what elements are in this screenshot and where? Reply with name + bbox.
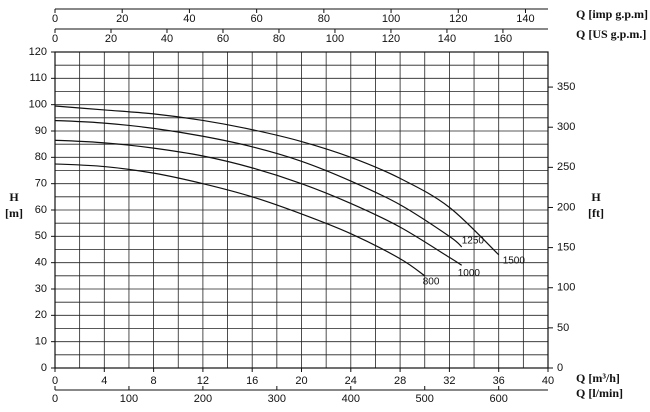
- y-tick-label: 100: [29, 99, 47, 111]
- extra-x-tick-label: 40: [161, 33, 173, 45]
- y2-tick-label: 300: [557, 121, 575, 133]
- x-tick-label: 8: [151, 375, 157, 387]
- extra-x-tick-label: 100: [382, 13, 400, 25]
- x-tick-label: 4: [101, 375, 107, 387]
- y2-tick-label: 200: [557, 201, 575, 213]
- curve-label: 1500: [503, 255, 526, 266]
- extra-x-axis-label: Q [US g.p.m.]: [576, 27, 646, 41]
- y2-tick-label: 0: [557, 362, 563, 374]
- extra-x-tick-label: 120: [449, 13, 467, 25]
- extra-x-tick-label: 400: [342, 393, 360, 405]
- extra-x-tick-label: 60: [217, 33, 229, 45]
- y-axis-label: H: [9, 190, 19, 204]
- y-axis-label: [m]: [5, 206, 23, 220]
- extra-x-tick-label: 160: [494, 33, 512, 45]
- extra-x-tick-label: 140: [516, 13, 534, 25]
- y2-tick-label: 100: [557, 282, 575, 294]
- pump-curve: [54, 163, 426, 277]
- extra-x-tick-label: 600: [489, 393, 507, 405]
- y-tick-label: 20: [35, 309, 47, 321]
- x-tick-label: 12: [197, 375, 209, 387]
- extra-x-tick-label: 0: [52, 393, 58, 405]
- curve-label: 1250: [462, 236, 485, 247]
- x-tick-label: 0: [52, 375, 58, 387]
- extra-x-tick-label: 100: [326, 33, 344, 45]
- extra-x-tick-label: 300: [268, 393, 286, 405]
- y-tick-label: 110: [29, 72, 47, 84]
- y-tick-label: 40: [35, 257, 47, 269]
- y-tick-label: 60: [35, 204, 47, 216]
- extra-x-tick-label: 40: [183, 13, 195, 25]
- extra-x-tick-label: 60: [251, 13, 263, 25]
- x-tick-label: 24: [345, 375, 357, 387]
- pump-curve: [54, 105, 500, 256]
- y-tick-label: 120: [29, 46, 47, 58]
- extra-x-tick-label: 100: [120, 393, 138, 405]
- curve-label: 1000: [458, 268, 481, 279]
- extra-x-axis-label: Q [imp g.p.m]: [576, 7, 648, 21]
- extra-x-tick-label: 140: [438, 33, 456, 45]
- extra-x-tick-label: 80: [318, 13, 330, 25]
- extra-x-tick-label: 200: [194, 393, 212, 405]
- y-tick-label: 10: [35, 336, 47, 348]
- x-tick-label: 36: [493, 375, 505, 387]
- extra-x-tick-label: 0: [52, 33, 58, 45]
- extra-x-tick-label: 0: [52, 13, 58, 25]
- curve-label: 800: [423, 276, 440, 287]
- x-tick-label: 32: [443, 375, 455, 387]
- y2-tick-label: 150: [557, 242, 575, 254]
- y-tick-label: 50: [35, 230, 47, 242]
- extra-x-tick-label: 20: [116, 13, 128, 25]
- x-tick-label: 20: [295, 375, 307, 387]
- x-tick-label: 16: [246, 375, 258, 387]
- x-tick-label: 28: [394, 375, 406, 387]
- y2-tick-label: 350: [557, 81, 575, 93]
- y2-tick-label: 250: [557, 161, 575, 173]
- extra-x-tick-label: 80: [273, 33, 285, 45]
- pump-curve: [54, 139, 463, 266]
- extra-x-axis-label: Q [l/min]: [576, 386, 623, 400]
- y-tick-label: 30: [35, 283, 47, 295]
- y-tick-label: 0: [41, 362, 47, 374]
- pump-curve: [54, 119, 463, 248]
- y-tick-label: 70: [35, 178, 47, 190]
- extra-x-tick-label: 120: [382, 33, 400, 45]
- y-tick-label: 90: [35, 125, 47, 137]
- extra-x-tick-label: 500: [416, 393, 434, 405]
- x-tick-label: 40: [542, 375, 554, 387]
- y-tick-label: 80: [35, 151, 47, 163]
- extra-x-tick-label: 20: [105, 33, 117, 45]
- y2-axis-label: [ft]: [588, 206, 604, 220]
- y2-axis-label: H: [591, 190, 601, 204]
- x-axis-label: Q [m³/h]: [576, 371, 620, 385]
- y2-tick-label: 50: [557, 322, 569, 334]
